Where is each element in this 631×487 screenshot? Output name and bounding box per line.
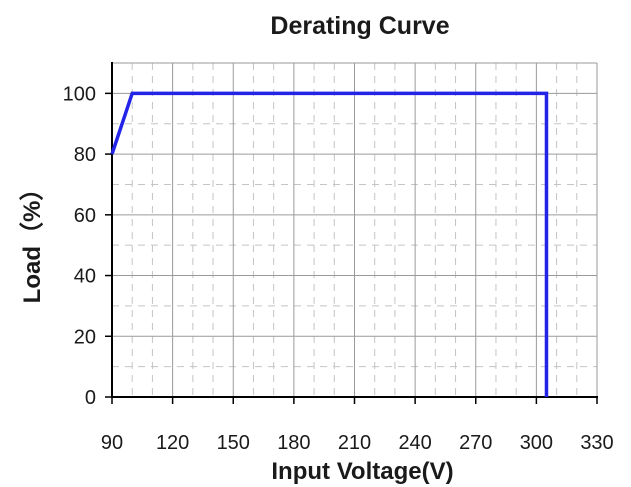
grid bbox=[112, 62, 598, 397]
derating-line bbox=[110, 91, 549, 397]
x-tick-label: 120 bbox=[156, 432, 189, 454]
chart-title: Derating Curve bbox=[270, 12, 450, 40]
y-tick-label: 80 bbox=[74, 144, 96, 166]
x-tick-label: 240 bbox=[398, 432, 431, 454]
y-axis-label: Load（%） bbox=[19, 177, 46, 304]
axes bbox=[105, 62, 598, 404]
y-tick-label: 0 bbox=[85, 387, 96, 409]
tick-labels: 90 120 150 180 210 240 270 300 330 0 20 40 60 80 100 bbox=[63, 83, 614, 454]
x-tick-label: 150 bbox=[217, 432, 250, 454]
x-tick-label: 90 bbox=[101, 432, 123, 454]
series-layer bbox=[110, 91, 549, 397]
x-tick-label: 210 bbox=[338, 432, 371, 454]
y-tick-label: 60 bbox=[74, 205, 96, 227]
x-axis-label: Input Voltage(V) bbox=[271, 458, 453, 485]
x-tick-label: 330 bbox=[580, 432, 613, 454]
x-tick-label: 300 bbox=[520, 432, 553, 454]
y-tick-label: 100 bbox=[63, 83, 96, 105]
x-tick-label: 180 bbox=[277, 432, 310, 454]
y-tick-label: 20 bbox=[74, 326, 96, 348]
x-tick-label: 270 bbox=[459, 432, 492, 454]
y-tick-label: 40 bbox=[74, 266, 96, 288]
